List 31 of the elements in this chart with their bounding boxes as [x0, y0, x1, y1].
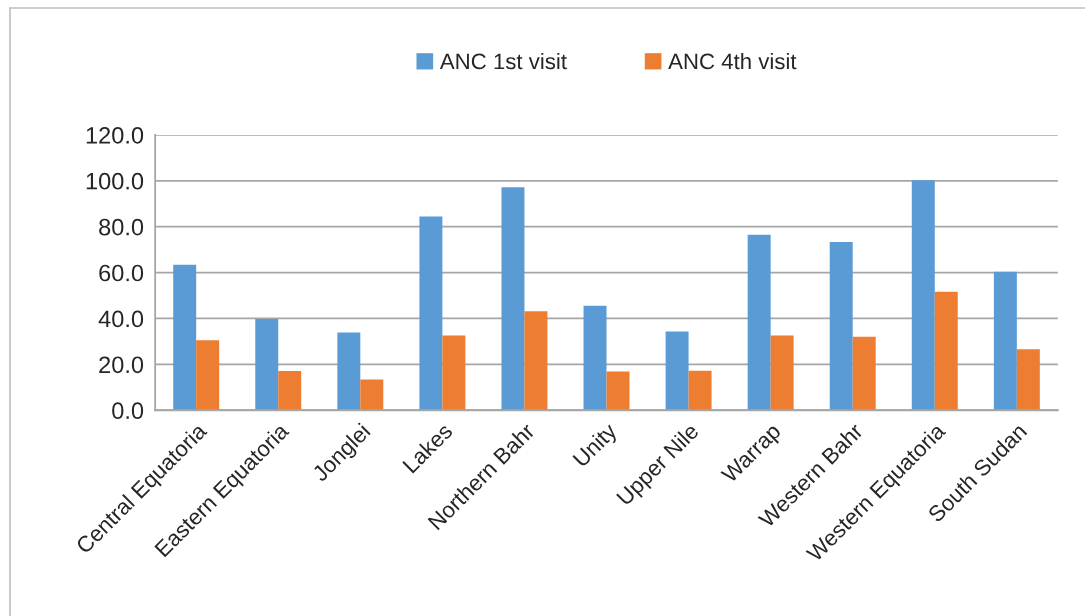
bar	[934, 291, 958, 411]
bar	[911, 180, 935, 411]
bar	[1016, 349, 1040, 411]
y-tick-label: 100.0	[86, 172, 144, 190]
y-tick-label: 60.0	[99, 264, 144, 282]
bar	[255, 318, 279, 411]
y-tick-label: 20.0	[99, 356, 144, 374]
bar	[583, 305, 607, 411]
bar	[688, 370, 712, 411]
bar	[501, 187, 525, 411]
bar	[196, 340, 220, 411]
bar	[993, 271, 1017, 411]
y-tick-label: 80.0	[99, 218, 144, 236]
y-tick-label: 0.0	[112, 402, 144, 420]
legend-label: ANC 1st visit	[439, 52, 567, 70]
y-tick-label: 40.0	[98, 310, 144, 328]
bar	[770, 335, 794, 411]
bar	[278, 371, 302, 411]
bar	[606, 371, 630, 411]
bar	[419, 216, 443, 411]
bar	[360, 379, 384, 411]
bar	[747, 234, 771, 411]
y-tick-label: 120.0	[86, 126, 144, 144]
bar	[442, 335, 466, 411]
legend-label: ANC 4th visit	[668, 52, 797, 70]
bar	[665, 331, 689, 411]
bar	[852, 336, 876, 411]
bar	[829, 242, 853, 411]
bar	[524, 311, 548, 411]
bar	[173, 264, 197, 411]
bar	[337, 332, 361, 411]
